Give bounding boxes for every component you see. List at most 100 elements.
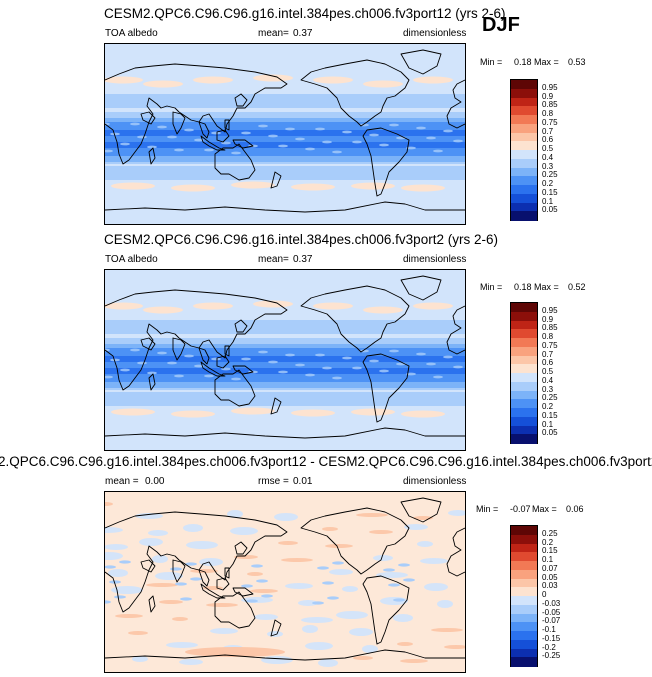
colorbar-tick-label: -0.25 (542, 651, 561, 661)
colorbar-tick-label: 0.1 (542, 196, 554, 206)
panel2-variable-label: TOA albedo (105, 254, 158, 265)
colorbar-tick-label: 0.6 (542, 358, 554, 368)
colorbar-swatch (511, 132, 537, 142)
panel3-mean-value: 0.00 (145, 476, 165, 487)
panel1-variable-label: TOA albedo (105, 28, 158, 39)
colorbar-tick-label: 0.3 (542, 384, 554, 394)
colorbar-tick-label: 0.85 (542, 323, 558, 333)
colorbar-tick-label: 0.05 (542, 572, 558, 582)
colorbar-swatch (511, 158, 537, 168)
colorbar-swatch (511, 425, 537, 435)
colorbar-swatch (511, 526, 537, 536)
panel3-rmse-label: rmse = (258, 476, 289, 487)
colorbar-swatch (511, 657, 537, 667)
colorbar-swatch (511, 167, 537, 177)
colorbar-swatch (511, 639, 537, 649)
colorbar-swatch (511, 97, 537, 107)
panel3-units: dimensionless (403, 476, 467, 487)
panel1-min-label: Min = (480, 57, 503, 67)
colorbar-tick-label: -0.07 (542, 616, 561, 626)
colorbar-tick-label: 0.6 (542, 135, 554, 145)
panel1-colorbar (510, 79, 538, 221)
colorbar-tick-label: 0.25 (542, 528, 558, 538)
colorbar-swatch (511, 587, 537, 597)
colorbar-swatch (511, 364, 537, 374)
colorbar-tick-label: 0.8 (542, 332, 554, 341)
colorbar-tick-label: 0.5 (542, 367, 554, 376)
colorbar-tick-label: -0.15 (542, 633, 561, 643)
colorbar-swatch (511, 80, 537, 90)
colorbar-tick-label: 0.05 (542, 205, 558, 215)
colorbar-tick-label: 0.03 (542, 581, 558, 591)
colorbar-swatch (511, 569, 537, 579)
colorbar-swatch (511, 534, 537, 544)
panel2-units: dimensionless (403, 254, 467, 265)
colorbar-tick-label: 0.7 (542, 349, 554, 359)
panel2-map (104, 269, 466, 451)
panel1-max-value: 0.53 (568, 57, 586, 67)
panel1-units: dimensionless (403, 28, 467, 39)
colorbar-swatch (511, 141, 537, 151)
colorbar-swatch (511, 176, 537, 186)
colorbar-swatch (511, 373, 537, 383)
colorbar-tick-label: 0.2 (542, 537, 554, 547)
colorbar-swatch (511, 211, 537, 221)
colorbar-tick-label: 0.85 (542, 100, 558, 110)
colorbar-tick-label: -0.1 (542, 625, 556, 634)
colorbar-tick-label: 0 (542, 590, 547, 599)
colorbar-swatch (511, 434, 537, 444)
coastlines (105, 497, 465, 661)
map2-svg (105, 275, 465, 439)
colorbar-tick-label: 0.2 (542, 402, 554, 411)
colorbar-tick-label: 0.25 (542, 170, 558, 180)
colorbar-swatch (511, 416, 537, 426)
map3-svg (105, 497, 465, 667)
panel1-mean-label: mean= (258, 28, 289, 39)
colorbar-tick-label: 0.15 (542, 546, 558, 556)
colorbar-swatch (511, 115, 537, 125)
panel3-max-label: Max = (532, 504, 557, 514)
panel3-min-value: -0.07 (510, 504, 531, 514)
colorbar-swatch (511, 622, 537, 632)
colorbar-swatch (511, 648, 537, 658)
colorbar-tick-label: -0.2 (542, 642, 556, 652)
colorbar-swatch (511, 561, 537, 571)
panel2-title: CESM2.QPC6.C96.C96.g16.intel.384pes.ch00… (104, 232, 498, 247)
colorbar-swatch (511, 408, 537, 418)
panel2-max-value: 0.52 (568, 282, 586, 292)
colorbar-swatch (511, 311, 537, 321)
colorbar-swatch (511, 123, 537, 133)
season-label: DJF (482, 14, 520, 36)
panel3-max-value: 0.06 (566, 504, 584, 514)
panel1-min-value: 0.18 (514, 57, 532, 67)
colorbar-swatch (511, 193, 537, 203)
panel2-mean-label: mean= (258, 254, 289, 265)
colorbar-swatch (511, 329, 537, 339)
panel1-mean-value: 0.37 (293, 28, 313, 39)
colorbar-swatch (511, 106, 537, 116)
colorbar-swatch (511, 596, 537, 606)
colorbar-tick-label: 0.1 (542, 555, 554, 564)
colorbar-tick-label: 0.07 (542, 563, 558, 573)
colorbar-swatch (511, 381, 537, 391)
colorbar-tick-label: 0.3 (542, 161, 554, 171)
colorbar-tick-label: 0.25 (542, 393, 558, 403)
colorbar-swatch (511, 604, 537, 614)
colorbar-swatch (511, 543, 537, 553)
colorbar-tick-label: 0.9 (542, 91, 554, 101)
colorbar-swatch (511, 578, 537, 588)
panel3-title: 2.QPC6.C96.C96.g16.intel.384pes.ch006.fv… (0, 454, 652, 469)
colorbar-tick-label: 0.8 (542, 109, 554, 118)
panel3-rmse-value: 0.01 (293, 476, 313, 487)
colorbar-tick-label: 0.15 (542, 187, 558, 197)
colorbar-swatch (511, 150, 537, 160)
panel2-min-label: Min = (480, 282, 503, 292)
colorbar-tick-label: 0.15 (542, 410, 558, 420)
colorbar-swatch (511, 346, 537, 356)
panel3-map (104, 491, 466, 673)
colorbar-tick-label: 0.1 (542, 419, 554, 429)
colorbar-swatch (511, 338, 537, 348)
colorbar-swatch (511, 552, 537, 562)
colorbar-swatch (511, 631, 537, 641)
panel3-min-label: Min = (476, 504, 499, 514)
